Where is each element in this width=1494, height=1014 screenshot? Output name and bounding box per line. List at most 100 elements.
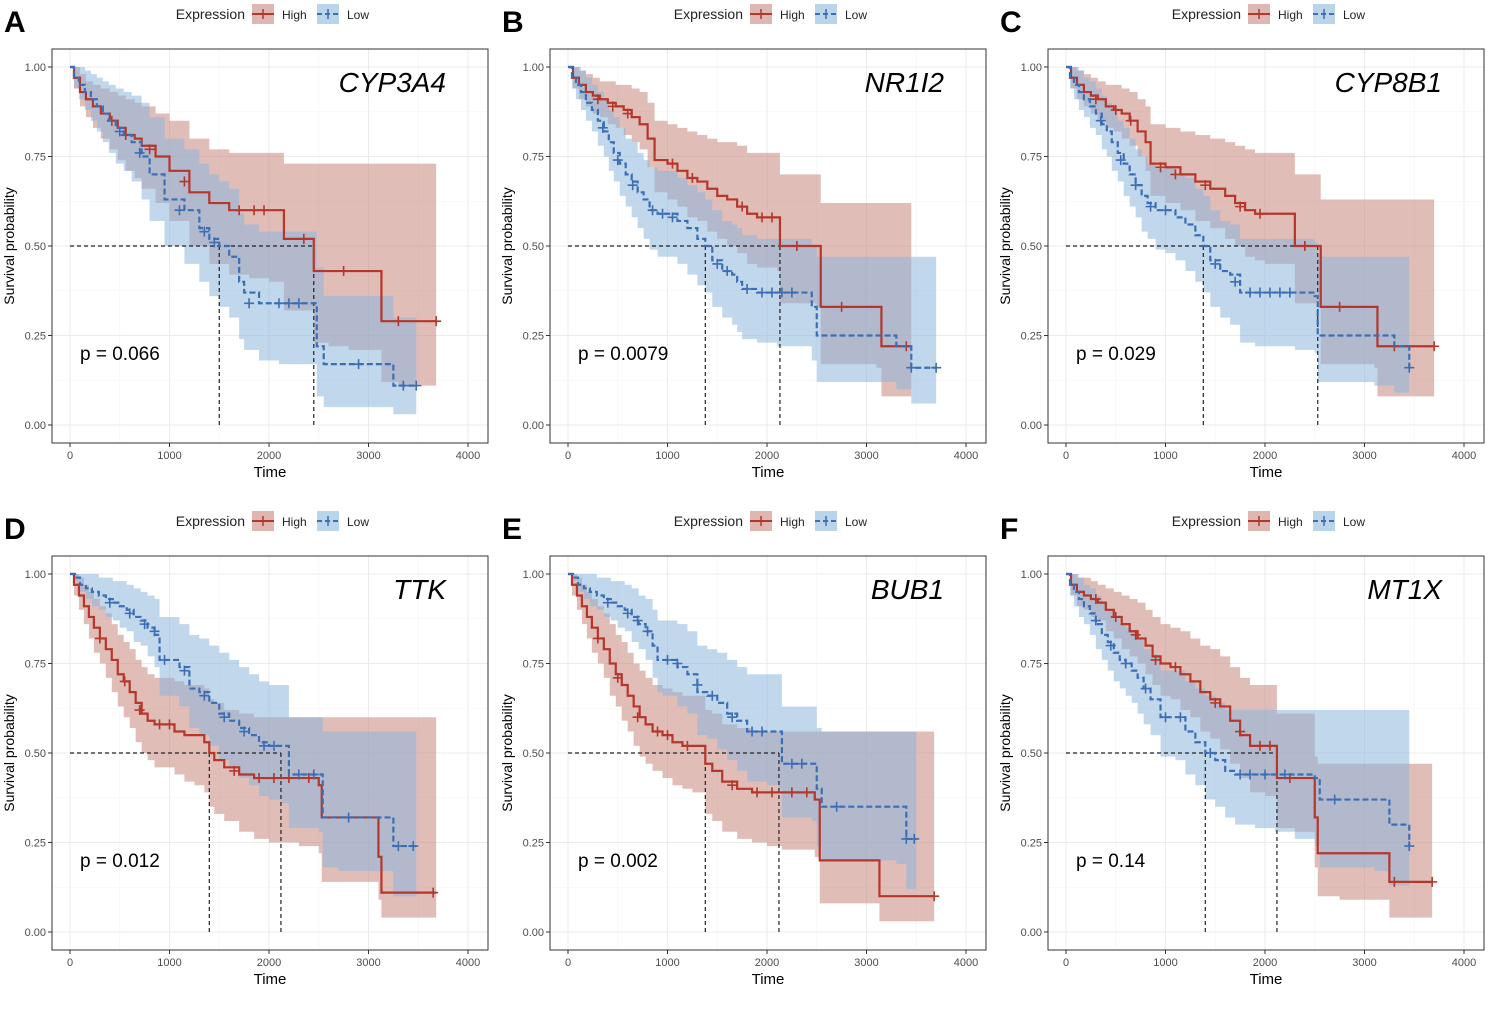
censor-mark-high — [592, 633, 603, 644]
censor-mark-high — [1130, 629, 1141, 640]
legend: Expression High Low — [1172, 4, 1365, 24]
censor-mark-low — [1175, 712, 1186, 723]
censor-mark-high — [94, 633, 105, 644]
y-tick-label: 0.75 — [1021, 152, 1042, 164]
legend-key-low — [815, 511, 837, 531]
censor-mark-high — [1155, 162, 1166, 173]
censor-mark-low — [662, 654, 673, 665]
panel-letter: B — [502, 6, 524, 39]
censor-mark-low — [1105, 640, 1116, 651]
km-panel: C Expression High Low CYP8B1 p = 0.029 0 1000 20… — [996, 0, 1494, 507]
y-tick-label: 0.25 — [1021, 838, 1042, 850]
legend-label-low: Low — [845, 515, 867, 529]
y-tick-label: 0.75 — [1021, 659, 1042, 671]
legend-label-low: Low — [845, 8, 867, 22]
x-tick-label: 0 — [67, 450, 73, 462]
confidence-band-low — [568, 574, 917, 890]
censor-mark-low — [259, 740, 270, 751]
y-tick-label: 1.00 — [1021, 569, 1042, 581]
censor-mark-low — [398, 380, 409, 391]
censor-mark-low — [1260, 769, 1270, 780]
x-tick-label: 4000 — [954, 957, 978, 969]
y-tick-label: 0.00 — [1021, 927, 1042, 939]
censor-mark-high — [298, 233, 309, 244]
legend: Expression High Low — [1172, 511, 1365, 531]
y-tick-label: 1.00 — [25, 62, 46, 74]
panel-letter: C — [1000, 6, 1022, 39]
censor-mark-high — [791, 241, 802, 251]
survival-curve-low — [1066, 65, 1411, 368]
censor-mark-high — [249, 205, 260, 216]
x-tick-label: 4000 — [456, 957, 480, 969]
censor-mark-high — [229, 765, 240, 776]
x-tick-label: 2000 — [755, 957, 779, 969]
km-plot: D Expression High Low TTK p = 0.012 0 1000 2000 3… — [1, 511, 489, 988]
y-tick-label: 0.25 — [523, 838, 544, 850]
censor-mark-high — [1170, 662, 1181, 673]
censor-mark-low — [727, 712, 738, 723]
censor-mark-low — [1140, 683, 1151, 694]
censor-mark-low — [114, 126, 125, 137]
legend-key-high — [1248, 511, 1270, 531]
censor-mark-high — [1299, 241, 1310, 251]
censor-mark-low — [209, 237, 220, 248]
x-axis-label: Time — [1250, 971, 1283, 988]
y-tick-label: 0.50 — [523, 241, 544, 253]
censor-mark-low — [909, 833, 920, 844]
y-axis-label: Survival probability — [499, 187, 515, 305]
censor-mark-high — [929, 891, 940, 902]
censor-mark-low — [1160, 712, 1171, 723]
panel-letter: F — [1000, 513, 1018, 546]
x-tick-label: 4000 — [954, 450, 978, 462]
x-tick-label: 4000 — [1452, 450, 1476, 462]
censor-mark-low — [776, 287, 787, 298]
legend-label-high: High — [780, 515, 805, 529]
x-tick-label: 3000 — [356, 957, 380, 969]
censor-mark-low — [159, 654, 170, 665]
censor-mark-high — [687, 172, 698, 183]
y-axis-label: Survival probability — [997, 187, 1013, 305]
y-tick-label: 1.00 — [25, 569, 46, 581]
y-tick-label: 1.00 — [1021, 62, 1042, 74]
x-tick-label: 3000 — [356, 450, 380, 462]
censor-mark-high — [682, 740, 693, 751]
censor-mark-high — [154, 719, 165, 730]
legend: Expression High Low — [176, 4, 369, 24]
censor-mark-low — [757, 726, 768, 737]
censor-mark-low — [1245, 769, 1256, 780]
censor-mark-high — [667, 158, 678, 169]
x-tick-label: 4000 — [1452, 957, 1476, 969]
censor-mark-high — [1235, 726, 1246, 737]
legend-label-high: High — [282, 515, 307, 529]
censor-mark-low — [1230, 276, 1241, 287]
censor-mark-low — [1160, 205, 1171, 216]
censor-mark-low — [657, 208, 668, 219]
censor-mark-high — [338, 266, 349, 277]
censor-mark-low — [174, 205, 185, 216]
y-tick-label: 0.75 — [25, 152, 46, 164]
confidence-band-low — [1066, 67, 1410, 408]
y-tick-label: 0.75 — [523, 152, 544, 164]
y-tick-label: 0.25 — [25, 331, 46, 343]
x-tick-label: 1000 — [157, 957, 181, 969]
y-tick-label: 0.50 — [25, 241, 46, 253]
censor-mark-low — [1235, 769, 1246, 780]
x-tick-label: 0 — [1063, 957, 1069, 969]
censor-mark-low — [1120, 658, 1131, 669]
km-panel: E Expression High Low BUB1 p = 0.002 0 1000 2000… — [498, 507, 996, 1014]
censor-mark-high — [431, 316, 442, 327]
survival-curve-high — [1066, 65, 1435, 348]
legend: Expression High Low — [674, 511, 867, 531]
legend-label-low: Low — [347, 515, 369, 529]
censor-mark-low — [393, 841, 404, 852]
legend-label-low: Low — [347, 8, 369, 22]
y-tick-label: 0.75 — [523, 659, 544, 671]
x-tick-label: 2000 — [1253, 450, 1277, 462]
legend-label-high: High — [780, 8, 805, 22]
gene-title: NR1I2 — [865, 67, 945, 98]
censor-mark-high — [393, 316, 404, 327]
x-tick-label: 1000 — [1153, 450, 1177, 462]
censor-mark-low — [139, 619, 150, 630]
censor-mark-high — [752, 787, 763, 798]
